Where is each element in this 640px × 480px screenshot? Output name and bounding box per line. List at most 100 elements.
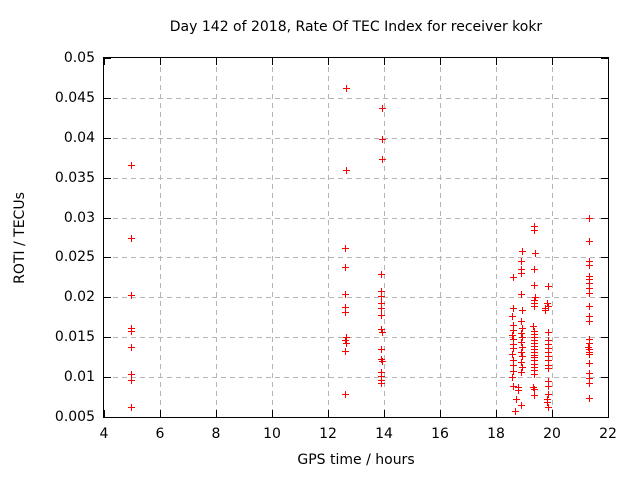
data-point: [378, 355, 386, 363]
data-point: [512, 407, 520, 415]
y-tick-label: 0.03: [63, 210, 95, 226]
data-point: [378, 373, 386, 381]
y-axis-title-wrap: ROTI / TECUs: [4, 58, 36, 417]
y-tick-label: 0.025: [54, 249, 95, 265]
data-point: [377, 299, 385, 307]
data-point: [530, 386, 538, 394]
data-point: [545, 353, 553, 361]
data-point: [586, 346, 594, 354]
x-tick-label: 16: [431, 426, 449, 442]
data-point: [585, 279, 593, 287]
data-point: [342, 339, 350, 347]
data-point: [585, 380, 593, 388]
x-tick-mark: [272, 58, 273, 65]
data-point: [531, 370, 539, 378]
data-point: [517, 402, 525, 410]
data-point: [585, 374, 593, 382]
x-tick-mark: [384, 58, 385, 65]
y-tick-label: 0.005: [54, 409, 95, 425]
y-tick-label: 0.01: [63, 369, 95, 385]
data-point: [585, 257, 593, 265]
y-tick-label: 0.045: [54, 90, 95, 106]
data-point: [378, 292, 386, 300]
data-point: [531, 339, 539, 347]
x-tick-mark: [160, 410, 161, 417]
data-point: [545, 329, 553, 337]
data-point: [510, 362, 518, 370]
data-point: [531, 281, 539, 289]
data-point: [585, 370, 593, 378]
data-point: [518, 266, 526, 274]
data-point: [509, 374, 517, 382]
x-tick-mark: [160, 58, 161, 65]
data-point: [127, 234, 135, 242]
data-point: [518, 348, 526, 356]
data-point: [544, 299, 552, 307]
x-tick-mark: [440, 410, 441, 417]
x-tick-mark: [272, 410, 273, 417]
x-tick-mark: [104, 58, 105, 65]
x-tick-mark: [496, 410, 497, 417]
data-point: [508, 331, 516, 339]
data-point: [342, 390, 350, 398]
data-point: [378, 304, 386, 312]
y-tick-label: 0.02: [63, 289, 95, 305]
data-point: [378, 329, 386, 337]
x-axis-label: GPS time / hours: [297, 452, 415, 468]
data-point: [531, 363, 539, 371]
x-tick-mark: [496, 58, 497, 65]
data-point: [512, 396, 520, 404]
data-point: [585, 394, 593, 402]
x-tick-label: 8: [211, 426, 221, 442]
y-tick-mark: [601, 257, 608, 258]
v-gridline: [272, 58, 273, 417]
v-gridline: [160, 58, 161, 417]
data-point: [530, 296, 538, 304]
y-tick-mark: [601, 218, 608, 219]
y-tick-label: 0.015: [54, 329, 95, 345]
x-tick-mark: [552, 410, 553, 417]
data-point: [544, 341, 552, 349]
data-point: [510, 382, 518, 390]
data-point: [545, 382, 553, 390]
h-gridline: [104, 337, 608, 338]
data-point: [530, 348, 538, 356]
y-tick-mark: [104, 58, 111, 59]
h-gridline: [104, 297, 608, 298]
data-point: [519, 363, 527, 371]
y-tick-mark: [601, 178, 608, 179]
y-tick-mark: [104, 218, 111, 219]
y-tick-label: 0.05: [63, 50, 95, 66]
data-point: [585, 335, 593, 343]
chart-title: Day 142 of 2018, Rate Of TEC Index for r…: [169, 19, 543, 35]
data-point: [515, 386, 523, 394]
data-point: [127, 370, 135, 378]
h-gridline: [104, 218, 608, 219]
data-point: [509, 350, 517, 358]
data-point: [378, 346, 386, 354]
data-point: [544, 365, 552, 373]
x-tick-label: 22: [599, 426, 617, 442]
data-point: [342, 264, 350, 272]
data-point: [544, 303, 552, 311]
data-point: [127, 291, 135, 299]
data-point: [544, 390, 552, 398]
data-point: [545, 345, 553, 353]
data-point: [531, 299, 539, 307]
x-tick-mark: [104, 410, 105, 417]
data-point: [585, 313, 593, 321]
data-point: [509, 313, 517, 321]
data-point: [544, 349, 552, 357]
y-tick-mark: [104, 377, 111, 378]
data-point: [518, 318, 526, 326]
data-point: [530, 366, 538, 374]
data-point: [509, 367, 517, 375]
v-gridline: [552, 58, 553, 417]
data-point: [378, 271, 386, 279]
data-point: [342, 334, 350, 342]
x-tick-mark: [216, 58, 217, 65]
y-tick-mark: [104, 178, 111, 179]
h-gridline: [104, 257, 608, 258]
y-tick-label: 0.035: [54, 170, 95, 186]
data-point: [530, 303, 538, 311]
